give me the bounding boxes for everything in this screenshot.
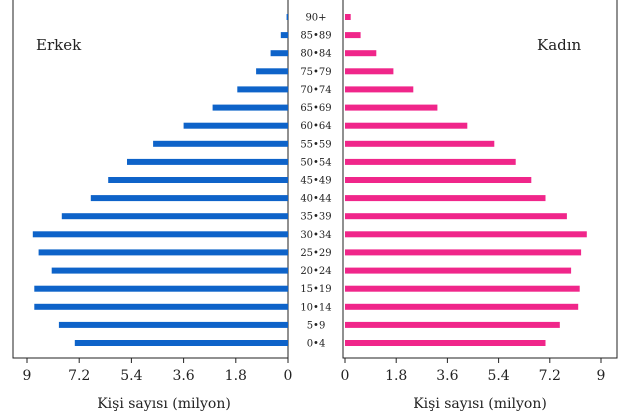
- female-bar-70-74: [345, 86, 414, 93]
- male-bar-5-9: [58, 321, 289, 328]
- female-side-label: Kadın: [537, 36, 582, 54]
- female-bar-30-34: [345, 231, 587, 238]
- age-label-50-54: 50•54: [300, 157, 331, 168]
- male-bar-40-44: [90, 195, 288, 202]
- male-bar-75-79: [256, 68, 288, 75]
- right-tick-label-5.4: 5.4: [487, 368, 509, 384]
- male-bar-50-54: [127, 158, 288, 165]
- male-bar-45-49: [108, 177, 288, 183]
- right-tick-label-0: 0: [341, 368, 350, 384]
- right-axis-title: Kişi sayısı (milyon): [413, 396, 547, 412]
- male-bar-15-19: [34, 285, 289, 292]
- female-bar-5-9: [345, 321, 560, 328]
- left-tick-label-0: 0: [284, 368, 293, 384]
- male-bar-25-29: [38, 249, 288, 256]
- age-label-80-84: 80•84: [300, 49, 331, 60]
- right-panel-frame: [342, 0, 618, 359]
- right-tick-label-7.2: 7.2: [539, 368, 561, 384]
- age-label-30-34: 30•34: [300, 230, 331, 241]
- left-tick-label-1.8: 1.8: [225, 368, 247, 384]
- left-axis-ticks: 9 7.2 5.4 3.6 1.8 0: [23, 358, 293, 384]
- age-label-90+: 90+: [305, 13, 326, 24]
- male-bar-85-89: [280, 32, 289, 39]
- age-label-60-64: 60•64: [300, 121, 331, 132]
- right-axis-ticks: 0 1.8 3.6 5.4 7.2 9: [341, 358, 606, 384]
- female-bar-75-79: [345, 68, 394, 75]
- male-bar-80-84: [270, 50, 288, 57]
- right-tick-label-1.8: 1.8: [385, 368, 407, 384]
- age-label-75-79: 75•79: [300, 67, 331, 78]
- age-label-0-4: 0•4: [307, 339, 326, 350]
- age-label-15-19: 15•19: [300, 284, 331, 295]
- female-bar-35-39: [345, 213, 567, 220]
- male-bar-65-69: [212, 104, 288, 111]
- male-bar-60-64: [183, 122, 288, 129]
- male-bar-0-4: [74, 340, 288, 346]
- age-label-45-49: 45•49: [300, 176, 331, 187]
- age-label-20-24: 20•24: [300, 266, 331, 277]
- female-bar-80-84: [345, 50, 377, 57]
- male-side-label: Erkek: [36, 36, 82, 54]
- male-bar-90+: [286, 14, 288, 20]
- female-bar-50-54: [345, 158, 516, 165]
- male-bar-55-59: [153, 140, 288, 147]
- age-label-10-14: 10•14: [300, 302, 331, 313]
- left-tick-label-7.2: 7.2: [68, 368, 90, 384]
- female-bar-0-4: [345, 340, 546, 346]
- left-tick-label-5.4: 5.4: [120, 368, 142, 384]
- age-label-35-39: 35•39: [300, 212, 331, 223]
- age-label-40-44: 40•44: [300, 194, 331, 205]
- male-bar-20-24: [51, 267, 289, 274]
- male-bars: [32, 14, 289, 346]
- right-tick-label-3.6: 3.6: [436, 368, 458, 384]
- female-bar-85-89: [345, 32, 361, 39]
- female-bar-65-69: [345, 104, 438, 111]
- age-label-5-9: 5•9: [307, 320, 326, 331]
- age-label-70-74: 70•74: [300, 85, 331, 96]
- female-bar-55-59: [345, 140, 495, 147]
- male-bar-10-14: [34, 303, 289, 310]
- female-bars: [345, 14, 587, 346]
- female-bar-15-19: [345, 285, 580, 292]
- female-bar-25-29: [345, 249, 582, 256]
- left-axis-title: Kişi sayısı (milyon): [97, 396, 231, 412]
- age-label-85-89: 85•89: [300, 31, 331, 42]
- age-label-55-59: 55•59: [300, 139, 331, 150]
- female-bar-40-44: [345, 195, 546, 202]
- male-bar-35-39: [61, 213, 288, 220]
- female-bar-45-49: [345, 177, 532, 183]
- age-label-65-69: 65•69: [300, 103, 331, 114]
- right-tick-label-9: 9: [597, 368, 606, 384]
- left-tick-label-3.6: 3.6: [172, 368, 194, 384]
- male-bar-30-34: [32, 231, 288, 238]
- female-bar-90+: [345, 14, 351, 20]
- age-label-25-29: 25•29: [300, 248, 331, 259]
- female-bar-60-64: [345, 122, 468, 129]
- left-tick-label-9: 9: [23, 368, 32, 384]
- female-bar-10-14: [345, 303, 579, 310]
- age-group-labels: 90+ 85•89 80•84 75•79 70•74 65•69 60•64 55•59 50…: [300, 13, 331, 350]
- male-bar-70-74: [237, 86, 289, 93]
- female-bar-20-24: [345, 267, 572, 274]
